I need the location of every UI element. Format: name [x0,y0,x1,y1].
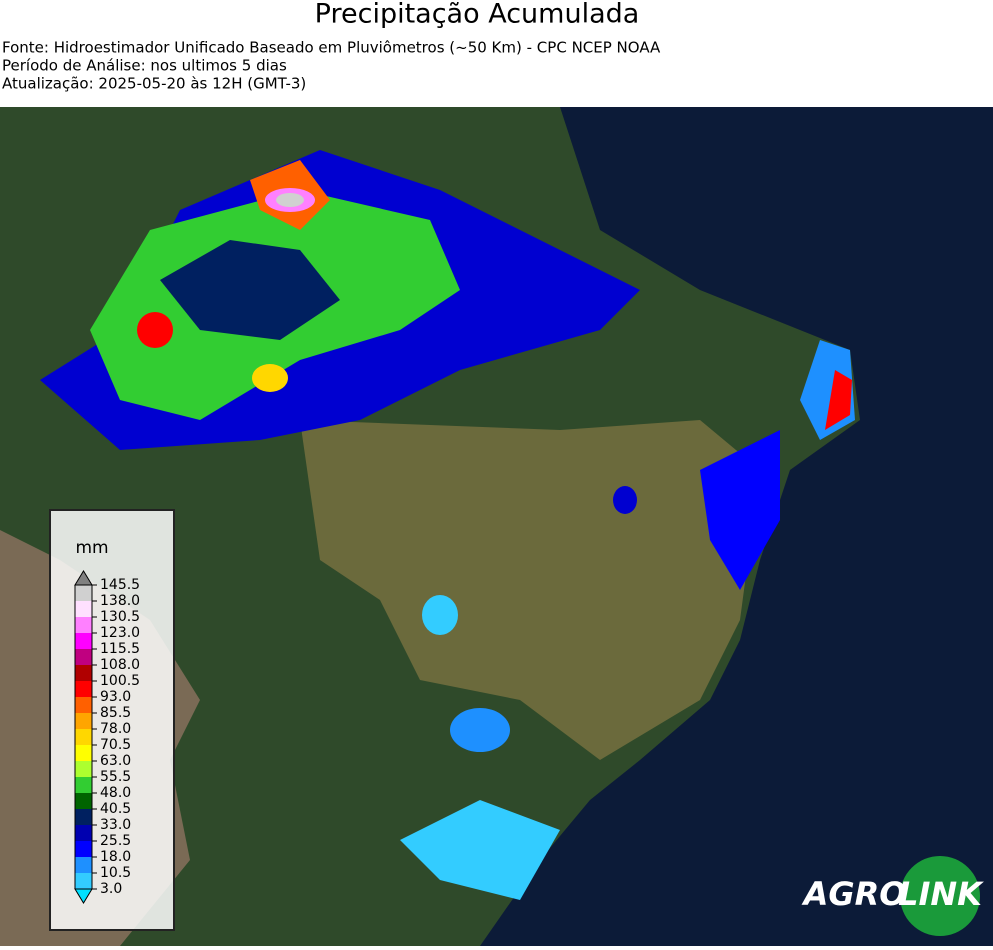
map [0,107,993,946]
color-band [75,761,92,777]
tick-label: 138.0 [100,593,140,609]
color-band [75,809,92,825]
legend-box [49,509,175,931]
tick-label: 63.0 [100,753,131,769]
color-band [75,681,92,697]
tick-label: 18.0 [100,849,131,865]
color-band [75,697,92,713]
logo-right: LINK [898,875,984,913]
tick-label: 100.5 [100,673,140,689]
tick-label: 55.5 [100,769,131,785]
tick-label: 115.5 [100,641,140,657]
color-band [75,649,92,665]
color-band [75,585,92,601]
tick-label: 48.0 [100,785,131,801]
color-band [75,745,92,761]
tick-label: 85.5 [100,705,131,721]
logo-left: AGRO [801,875,907,913]
period-line: Período de Análise: nos ultimos 5 dias [2,57,287,75]
legend-title: mm [75,538,108,558]
tick-label: 70.5 [100,737,131,753]
color-band [75,601,92,617]
title: Precipitação Acumulada [315,0,640,30]
color-band [75,873,92,889]
colorbar-frame [74,584,93,890]
tick-label: 25.5 [100,833,131,849]
header-bg [0,0,993,107]
color-band [75,713,92,729]
color-band [75,857,92,873]
tick-label: 123.0 [100,625,140,641]
tick-label: 145.5 [100,577,140,593]
color-band [75,825,92,841]
logo: AGRO LINK [801,856,984,936]
tick-label: 33.0 [100,817,131,833]
tick-label: 10.5 [100,865,131,881]
color-band [75,617,92,633]
tick-label: 40.5 [100,801,131,817]
tick-label: 78.0 [100,721,131,737]
tick-label: 93.0 [100,689,131,705]
color-band [75,665,92,681]
tick-label: 108.0 [100,657,140,673]
update-line: Atualização: 2025-05-20 às 12H (GMT-3) [2,75,306,93]
color-band [75,633,92,649]
color-band [75,841,92,857]
tick-label: 130.5 [100,609,140,625]
color-band [75,793,92,809]
tick-label: 3.0 [100,881,122,897]
source-line: Fonte: Hidroestimador Unificado Baseado … [2,39,661,57]
color-band [75,777,92,793]
color-band [75,729,92,745]
colorbar: 3.010.518.025.533.040.548.055.563.070.57… [74,570,140,904]
